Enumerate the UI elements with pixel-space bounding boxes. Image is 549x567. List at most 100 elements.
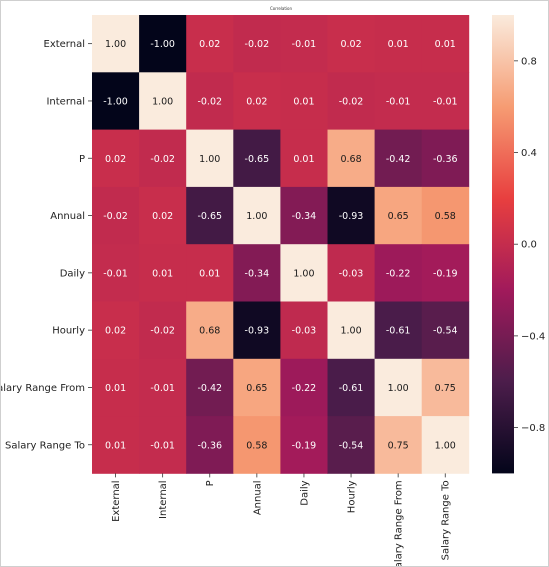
cell-value-label: -0.22 — [386, 268, 411, 279]
cell-value-label: -0.02 — [245, 39, 270, 50]
cell-value-label: -0.93 — [245, 326, 270, 337]
heatmap-cell — [233, 129, 281, 188]
row-labels: External Internal P Annual Daily Hourly Salary… — [0, 39, 92, 451]
colorbar-tick-label: 0.0 — [521, 240, 537, 251]
cell-value-label: -0.02 — [103, 211, 128, 222]
heatmap-cell — [139, 358, 187, 417]
cell-value-label: 0.02 — [199, 39, 220, 50]
cell-value-label: -0.03 — [339, 268, 364, 279]
heatmap-cell — [92, 301, 140, 360]
cell-value-label: -0.22 — [292, 383, 317, 394]
heatmap-cell — [92, 72, 140, 130]
cell-value-label: 1.00 — [105, 39, 126, 50]
heatmap-cell — [233, 301, 281, 360]
cell-value-label: -0.36 — [433, 154, 458, 165]
cell-value-label: 1.00 — [199, 154, 220, 165]
heatmap-cell — [280, 358, 328, 417]
column-labels: External Internal P Annual Daily Hourly Salary… — [111, 473, 452, 567]
cell-value-label: 1.00 — [388, 383, 409, 394]
heatmap-cell — [374, 186, 423, 245]
heatmap-cell — [139, 186, 187, 245]
cell-value-label: -0.02 — [339, 96, 364, 107]
cell-value-label: 1.00 — [152, 96, 173, 107]
heatmap-cell — [233, 72, 281, 130]
heatmap-cell — [139, 129, 187, 188]
cell-value-label: 1.00 — [293, 268, 314, 279]
cell-value-label: 0.01 — [105, 440, 126, 451]
heatmap-cell — [92, 244, 140, 302]
cell-value-label: -0.42 — [386, 154, 411, 165]
cell-value-label: 0.75 — [435, 383, 456, 394]
heatmap-cell — [421, 72, 470, 130]
column-label: P — [205, 480, 216, 486]
heatmap-cell — [233, 244, 281, 302]
cell-value-label: -0.42 — [197, 383, 222, 394]
heatmap-cell — [280, 244, 328, 302]
heatmap-cell — [374, 244, 423, 302]
heatmap-cell — [421, 244, 470, 302]
row-label: Salary Range From — [0, 383, 85, 394]
cell-value-label: 0.02 — [105, 154, 126, 165]
heatmap-cell — [92, 358, 140, 417]
cell-value-label: -0.02 — [150, 326, 175, 337]
cell-value-label: 0.68 — [199, 326, 220, 337]
heatmap-cell — [92, 15, 140, 73]
cell-value-label: 0.01 — [199, 268, 220, 279]
heatmap-cell — [421, 416, 470, 474]
heatmap-cells — [92, 15, 470, 474]
cell-value-label: 0.58 — [246, 440, 267, 451]
cell-value-label: 0.02 — [246, 96, 267, 107]
heatmap-cell — [139, 416, 187, 474]
cell-value-label: 0.01 — [435, 39, 456, 50]
heatmap-cell — [327, 186, 375, 245]
row-label: P — [79, 154, 85, 165]
heatmap-cell — [374, 358, 423, 417]
heatmap-cell — [186, 15, 234, 73]
heatmap-cell — [92, 416, 140, 474]
heatmap-value-labels: 1.00 -1.00 0.02 -0.02 -0.01 0.02 0.01 0.01 -1.00… — [103, 39, 457, 451]
heatmap-cell — [139, 301, 187, 360]
cell-value-label: -0.01 — [103, 268, 128, 279]
cell-value-label: 0.65 — [388, 211, 409, 222]
cell-value-label: -0.01 — [292, 39, 317, 50]
cell-value-label: 0.01 — [105, 383, 126, 394]
cell-value-label: 0.65 — [246, 383, 267, 394]
cell-value-label: -0.61 — [339, 383, 364, 394]
column-label: Salary Range To — [441, 480, 452, 560]
row-label: Daily — [60, 268, 85, 279]
colorbar-tick-label: 0.4 — [521, 148, 537, 159]
row-label: Salary Range To — [5, 440, 85, 451]
heatmap-cell — [327, 244, 375, 302]
heatmap-cell — [374, 72, 423, 130]
cell-value-label: -0.34 — [245, 268, 270, 279]
heatmap-cell — [374, 301, 423, 360]
cell-value-label: 0.02 — [152, 211, 173, 222]
heatmap-cell — [421, 358, 470, 417]
heatmap-cell — [327, 72, 375, 130]
column-label: Annual — [252, 480, 263, 515]
heatmap-cell — [421, 186, 470, 245]
cell-value-label: 0.01 — [152, 268, 173, 279]
cell-value-label: -0.01 — [433, 96, 458, 107]
heatmap-cell — [139, 244, 187, 302]
heatmap-cell — [92, 186, 140, 245]
heatmap-cell — [280, 301, 328, 360]
heatmap-cell — [280, 416, 328, 474]
column-label: External — [111, 480, 122, 522]
cell-value-label: 0.02 — [105, 326, 126, 337]
heatmap-cell — [421, 301, 470, 360]
heatmap-cell — [233, 186, 281, 245]
cell-value-label: -0.65 — [245, 154, 270, 165]
cell-value-label: 1.00 — [340, 326, 361, 337]
heatmap-cell — [233, 416, 281, 474]
heatmap-cell — [421, 129, 470, 188]
cell-value-label: -0.19 — [433, 268, 458, 279]
heatmap-cell — [421, 15, 470, 73]
colorbar-tick-label: −0.8 — [521, 423, 545, 434]
row-label: External — [44, 39, 86, 50]
cell-value-label: -0.01 — [150, 383, 175, 394]
cell-value-label: -0.61 — [386, 326, 411, 337]
heatmap-cell — [327, 358, 375, 417]
cell-value-label: 0.75 — [388, 440, 409, 451]
